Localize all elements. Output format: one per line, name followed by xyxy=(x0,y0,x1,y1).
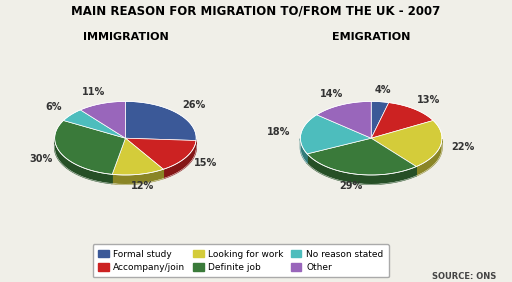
Text: 15%: 15% xyxy=(194,158,218,168)
Text: 14%: 14% xyxy=(320,89,343,99)
Polygon shape xyxy=(55,120,125,174)
Polygon shape xyxy=(125,138,196,169)
Polygon shape xyxy=(125,102,196,140)
Text: 18%: 18% xyxy=(267,127,290,137)
Title: IMMIGRATION: IMMIGRATION xyxy=(82,32,168,42)
Polygon shape xyxy=(307,138,416,175)
Text: 22%: 22% xyxy=(452,142,475,152)
Text: 30%: 30% xyxy=(29,154,53,164)
Polygon shape xyxy=(301,115,371,154)
Text: 29%: 29% xyxy=(339,180,362,191)
Text: 13%: 13% xyxy=(417,95,440,105)
Polygon shape xyxy=(301,139,307,163)
Text: 6%: 6% xyxy=(45,102,62,112)
Polygon shape xyxy=(371,102,389,138)
Polygon shape xyxy=(163,140,196,179)
Text: SOURCE: ONS: SOURCE: ONS xyxy=(433,272,497,281)
Text: 12%: 12% xyxy=(131,181,155,191)
Text: 26%: 26% xyxy=(182,100,205,110)
Text: 4%: 4% xyxy=(375,85,391,95)
Text: 11%: 11% xyxy=(82,87,105,98)
Polygon shape xyxy=(416,139,442,176)
Polygon shape xyxy=(316,102,371,138)
Legend: Formal study, Accompany/join, Looking for work, Definite job, No reason stated, : Formal study, Accompany/join, Looking fo… xyxy=(93,244,389,277)
Text: MAIN REASON FOR MIGRATION TO/FROM THE UK - 2007: MAIN REASON FOR MIGRATION TO/FROM THE UK… xyxy=(71,4,441,17)
Polygon shape xyxy=(112,138,163,175)
Title: EMIGRATION: EMIGRATION xyxy=(332,32,411,42)
Polygon shape xyxy=(63,110,125,138)
Polygon shape xyxy=(371,120,442,167)
Polygon shape xyxy=(307,154,416,184)
Polygon shape xyxy=(55,139,112,184)
Polygon shape xyxy=(112,169,163,184)
Polygon shape xyxy=(371,103,433,138)
Polygon shape xyxy=(80,102,125,138)
